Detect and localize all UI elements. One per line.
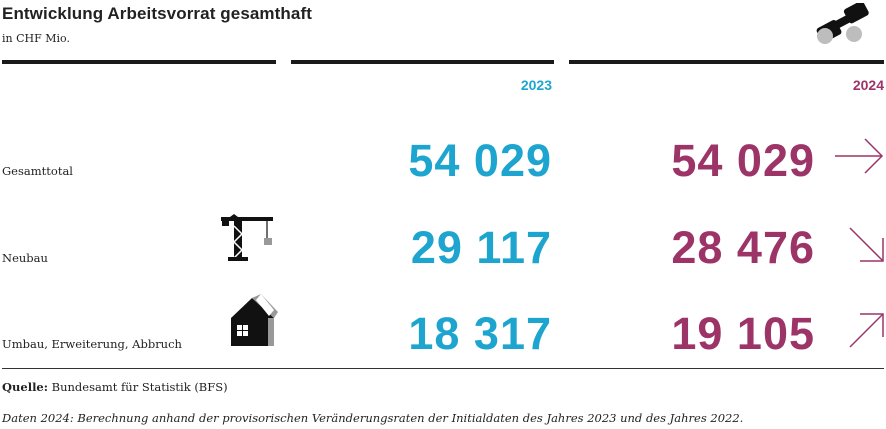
header-rule-2023	[291, 60, 554, 64]
year-2024-header: 2024	[852, 77, 884, 93]
arrow-down-right-icon	[849, 227, 884, 262]
binoculars-icon	[816, 3, 869, 44]
footer-divider	[2, 368, 884, 369]
source-text: Bundesamt für Statistik (BFS)	[48, 380, 228, 394]
source-line: Quelle: Bundesamt für Statistik (BFS)	[2, 380, 228, 394]
value-2024-neubau: 28 476	[671, 222, 815, 273]
chart-subtitle: in CHF Mio.	[2, 32, 70, 45]
house-renovation-icon	[231, 294, 278, 346]
value-2023-neubau: 29 117	[410, 222, 552, 273]
chart-title: Entwicklung Arbeitsvorrat gesamthaft	[2, 4, 312, 23]
header-rule-2024	[569, 60, 884, 64]
row-label-gesamttotal: Gesamttotal	[2, 164, 73, 178]
footnote: Daten 2024: Berechnung anhand der provis…	[2, 411, 744, 425]
header-rule-labels	[2, 60, 276, 64]
arrow-up-right-icon	[849, 313, 884, 348]
source-label: Quelle:	[2, 380, 48, 394]
arrow-right-icon	[835, 138, 884, 174]
row-label-neubau: Neubau	[2, 251, 48, 265]
value-2023-gesamttotal: 54 029	[408, 135, 552, 186]
value-2023-umbau: 18 317	[408, 308, 552, 359]
value-2024-umbau: 19 105	[671, 308, 815, 359]
value-2024-gesamttotal: 54 029	[671, 135, 815, 186]
row-label-umbau: Umbau, Erweiterung, Abbruch	[2, 337, 182, 351]
year-2023-header: 2023	[520, 77, 552, 93]
crane-icon	[221, 214, 273, 261]
